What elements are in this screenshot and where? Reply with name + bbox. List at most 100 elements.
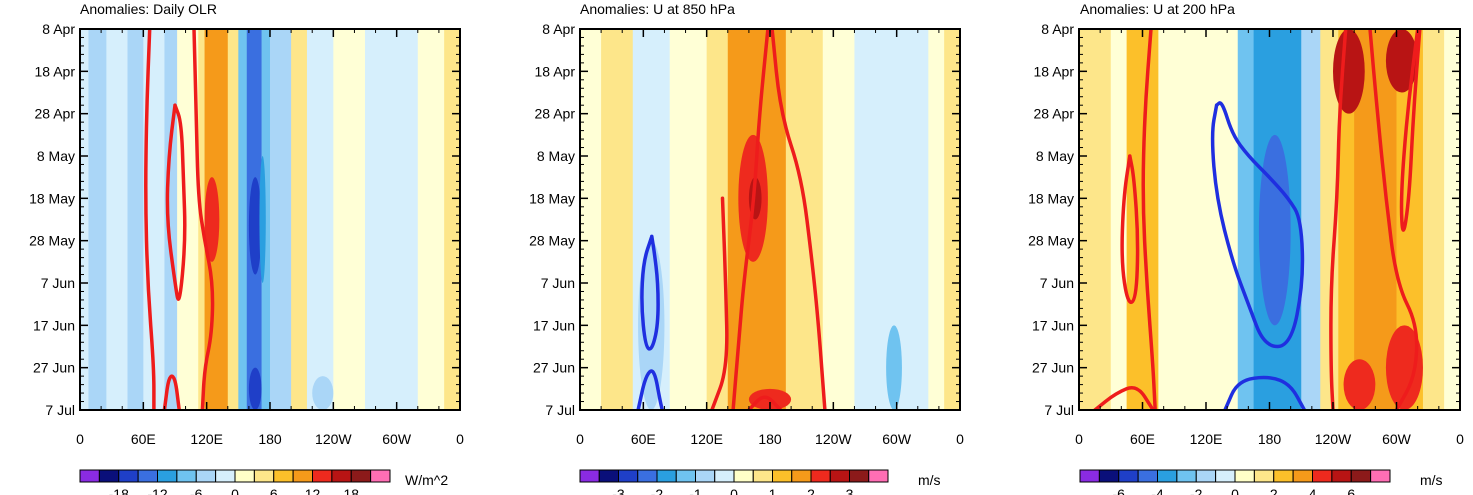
red-contour bbox=[165, 103, 187, 301]
red-contour bbox=[162, 374, 181, 410]
heatmap-patch bbox=[1343, 359, 1376, 410]
x-tick-label: 60W bbox=[882, 431, 912, 447]
colorbar-swatch bbox=[1157, 469, 1178, 483]
contour-lines bbox=[636, 29, 827, 410]
colorbar-label: -3 bbox=[612, 486, 625, 495]
y-tick-label: 8 May bbox=[37, 148, 75, 164]
colorbar-swatch bbox=[579, 469, 600, 483]
contour-lines bbox=[144, 29, 215, 410]
heatmap-band bbox=[669, 29, 708, 410]
panel-olr: Anomalies: Daily OLR 8 Apr 18 Apr 28 Apr 8 … bbox=[29, 1, 464, 495]
heatmap-band bbox=[1184, 29, 1239, 410]
colorbar-swatch bbox=[695, 469, 716, 483]
y-tick-label: 8 May bbox=[1036, 148, 1074, 164]
red-contour bbox=[144, 29, 156, 410]
y-tick-label: 18 Apr bbox=[1034, 63, 1075, 79]
y-tick-label: 18 Apr bbox=[535, 63, 576, 79]
heatmap-patch bbox=[1333, 29, 1365, 114]
colorbar-swatch bbox=[1195, 469, 1217, 483]
colorbar-swatch bbox=[810, 469, 831, 483]
red-contour bbox=[710, 196, 729, 410]
colorbar-unit-u200: m/s bbox=[1420, 472, 1443, 488]
heatmap-band bbox=[1158, 29, 1186, 410]
y-tick-label: 7 Jun bbox=[541, 275, 575, 291]
plot-area-olr: 8 Apr 18 Apr 28 Apr 8 May 18 May 28 May 7 Jun 1… bbox=[29, 21, 464, 447]
y-tick-label: 8 Apr bbox=[42, 21, 75, 37]
red-contour bbox=[1141, 29, 1157, 410]
heatmap-band bbox=[580, 29, 602, 410]
y-tick-label: 28 May bbox=[29, 233, 75, 249]
heatmap-band bbox=[822, 29, 855, 410]
heatmap-band bbox=[417, 29, 445, 410]
y-tick-label: 28 Apr bbox=[1034, 106, 1075, 122]
heatmap-band bbox=[227, 29, 239, 410]
colorbar-label: 6 bbox=[1347, 486, 1355, 495]
x-tick-label: 60E bbox=[131, 431, 156, 447]
colorbar-u200: -6 -4 -2 0 2 4 6 bbox=[1079, 469, 1391, 495]
blue-contour bbox=[1210, 101, 1305, 349]
colorbar-swatch bbox=[868, 469, 889, 483]
heatmap-band bbox=[706, 29, 729, 410]
heatmap-band bbox=[1301, 29, 1321, 410]
heatmap-band bbox=[1444, 29, 1460, 410]
colorbar-swatch bbox=[1098, 469, 1120, 483]
y-tick-label: 28 Apr bbox=[35, 106, 76, 122]
heatmap-band bbox=[261, 29, 271, 410]
heatmap-band bbox=[365, 29, 419, 410]
colorbar-swatch bbox=[1118, 469, 1139, 483]
x-tick-label: 120W bbox=[815, 431, 852, 447]
x-tick-label: 60E bbox=[631, 431, 656, 447]
colorbar-swatch bbox=[253, 469, 275, 483]
colorbar-swatch bbox=[829, 469, 850, 483]
colorbar-u850: -3 -2 -1 0 1 2 3 bbox=[579, 469, 889, 495]
heatmap-band bbox=[306, 29, 334, 410]
y-tick-label: 27 Jun bbox=[533, 360, 575, 376]
heatmap-band bbox=[127, 29, 144, 410]
y-tick-label: 18 Apr bbox=[35, 63, 76, 79]
y-tick-label: 7 Jul bbox=[1044, 402, 1074, 418]
colorbar-label: 4 bbox=[1309, 486, 1317, 495]
colorbar-swatch bbox=[675, 469, 696, 483]
heatmap-patch bbox=[248, 367, 262, 410]
colorbar-swatch bbox=[1312, 469, 1333, 483]
x-tick-label: 120E bbox=[190, 431, 223, 447]
red-contour bbox=[770, 29, 827, 410]
colorbar-swatch bbox=[772, 469, 793, 483]
colorbar-swatch bbox=[1350, 469, 1372, 483]
heatmap-band bbox=[1237, 29, 1255, 410]
y-tick-label: 27 Jun bbox=[1032, 360, 1074, 376]
colorbar-swatch bbox=[137, 469, 158, 483]
heatmap-patch bbox=[248, 177, 262, 275]
colorbar-swatch bbox=[79, 469, 100, 483]
red-contour bbox=[1093, 386, 1155, 410]
heatmap-band bbox=[1110, 29, 1128, 410]
y-tick-label: 17 Jun bbox=[33, 317, 75, 333]
colorbar-swatch bbox=[618, 469, 639, 483]
panel-title-olr: Anomalies: Daily OLR bbox=[80, 1, 217, 17]
red-contour bbox=[1399, 29, 1422, 232]
colorbar-swatch bbox=[1137, 469, 1158, 483]
colorbar-label: 2 bbox=[1270, 486, 1278, 495]
x-tick-label: 60W bbox=[382, 431, 412, 447]
colorbar-label: -1 bbox=[689, 486, 702, 495]
heatmap-patch bbox=[259, 156, 266, 283]
colorbar-label: 2 bbox=[807, 486, 815, 495]
heatmap-band bbox=[928, 29, 945, 410]
heatmap-band bbox=[785, 29, 824, 410]
x-tick-label: 0 bbox=[1075, 431, 1083, 447]
y-tick-label: 7 Jun bbox=[41, 275, 75, 291]
blue-contour bbox=[640, 234, 660, 351]
colorbar-swatch bbox=[1273, 469, 1294, 483]
heatmap-band bbox=[944, 29, 960, 410]
colorbar-swatch bbox=[312, 469, 333, 483]
heatmap-patch bbox=[886, 325, 902, 410]
colorbar-swatch bbox=[273, 469, 294, 483]
x-tick-label: 120W bbox=[1315, 431, 1352, 447]
x-tick-label: 0 bbox=[76, 431, 84, 447]
colorbar-swatch bbox=[656, 469, 677, 483]
colorbar-swatch bbox=[370, 469, 391, 483]
red-contour bbox=[1120, 154, 1140, 305]
heatmap-fill bbox=[80, 29, 460, 410]
colorbar-label: -2 bbox=[651, 486, 664, 495]
